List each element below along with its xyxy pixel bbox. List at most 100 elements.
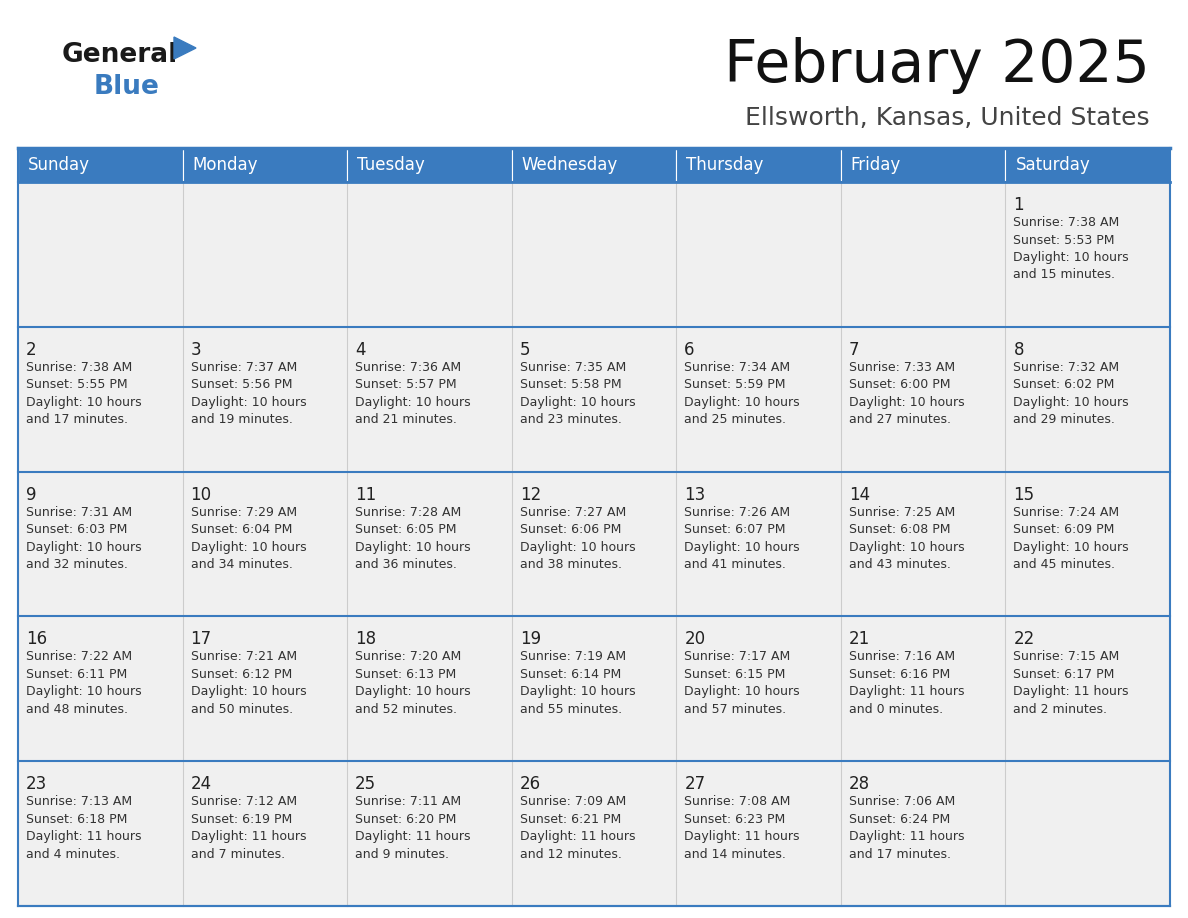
Text: 23: 23 [26, 775, 48, 793]
Text: 25: 25 [355, 775, 377, 793]
Text: and 38 minutes.: and 38 minutes. [519, 558, 621, 571]
Text: Blue: Blue [94, 74, 160, 100]
Text: Daylight: 10 hours: Daylight: 10 hours [26, 396, 141, 409]
Text: and 27 minutes.: and 27 minutes. [849, 413, 950, 426]
Bar [18, 182, 1170, 327]
Text: Sunset: 5:57 PM: Sunset: 5:57 PM [355, 378, 456, 391]
Text: Sunset: 5:58 PM: Sunset: 5:58 PM [519, 378, 621, 391]
Text: 17: 17 [190, 631, 211, 648]
Text: Sunset: 6:04 PM: Sunset: 6:04 PM [190, 523, 292, 536]
Text: 11: 11 [355, 486, 377, 504]
Text: Sunset: 5:55 PM: Sunset: 5:55 PM [26, 378, 127, 391]
Bar [18, 148, 183, 182]
Text: Sunset: 6:19 PM: Sunset: 6:19 PM [190, 812, 292, 825]
Text: and 36 minutes.: and 36 minutes. [355, 558, 457, 571]
Text: Sunset: 6:13 PM: Sunset: 6:13 PM [355, 668, 456, 681]
Text: Sunset: 6:23 PM: Sunset: 6:23 PM [684, 812, 785, 825]
Text: and 45 minutes.: and 45 minutes. [1013, 558, 1116, 571]
Text: and 19 minutes.: and 19 minutes. [190, 413, 292, 426]
Text: Daylight: 10 hours: Daylight: 10 hours [684, 686, 800, 699]
Text: General: General [62, 42, 178, 68]
Text: and 48 minutes.: and 48 minutes. [26, 703, 128, 716]
Text: Daylight: 10 hours: Daylight: 10 hours [519, 686, 636, 699]
Text: Daylight: 10 hours: Daylight: 10 hours [1013, 251, 1129, 264]
Bar [347, 148, 512, 182]
Text: Sunrise: 7:06 AM: Sunrise: 7:06 AM [849, 795, 955, 808]
Text: Daylight: 10 hours: Daylight: 10 hours [1013, 396, 1129, 409]
Text: and 29 minutes.: and 29 minutes. [1013, 413, 1116, 426]
Text: Sunset: 5:59 PM: Sunset: 5:59 PM [684, 378, 785, 391]
Text: Sunset: 6:12 PM: Sunset: 6:12 PM [190, 668, 292, 681]
Text: Sunset: 6:24 PM: Sunset: 6:24 PM [849, 812, 950, 825]
Text: Sunrise: 7:31 AM: Sunrise: 7:31 AM [26, 506, 132, 519]
Text: Sunrise: 7:29 AM: Sunrise: 7:29 AM [190, 506, 297, 519]
Text: and 12 minutes.: and 12 minutes. [519, 847, 621, 861]
Bar [841, 148, 1005, 182]
Text: Sunrise: 7:20 AM: Sunrise: 7:20 AM [355, 650, 461, 664]
Text: and 2 minutes.: and 2 minutes. [1013, 703, 1107, 716]
Text: 15: 15 [1013, 486, 1035, 504]
Text: Sunrise: 7:09 AM: Sunrise: 7:09 AM [519, 795, 626, 808]
Bar [183, 148, 347, 182]
Text: and 4 minutes.: and 4 minutes. [26, 847, 120, 861]
Text: 21: 21 [849, 631, 870, 648]
Text: Tuesday: Tuesday [358, 156, 425, 174]
Text: Daylight: 11 hours: Daylight: 11 hours [684, 830, 800, 844]
Bar [1005, 148, 1170, 182]
Text: Ellsworth, Kansas, United States: Ellsworth, Kansas, United States [745, 106, 1150, 130]
Text: 3: 3 [190, 341, 201, 359]
Text: and 55 minutes.: and 55 minutes. [519, 703, 621, 716]
Text: Sunset: 6:16 PM: Sunset: 6:16 PM [849, 668, 950, 681]
Text: Monday: Monday [192, 156, 258, 174]
Text: Sunset: 6:21 PM: Sunset: 6:21 PM [519, 812, 621, 825]
Text: Daylight: 11 hours: Daylight: 11 hours [26, 830, 141, 844]
Bar [18, 616, 1170, 761]
Text: and 21 minutes.: and 21 minutes. [355, 413, 457, 426]
Text: 19: 19 [519, 631, 541, 648]
Text: Sunrise: 7:33 AM: Sunrise: 7:33 AM [849, 361, 955, 374]
Text: and 14 minutes.: and 14 minutes. [684, 847, 786, 861]
Text: Sunrise: 7:19 AM: Sunrise: 7:19 AM [519, 650, 626, 664]
Bar [18, 761, 1170, 906]
Text: Sunrise: 7:26 AM: Sunrise: 7:26 AM [684, 506, 790, 519]
Text: Sunset: 6:11 PM: Sunset: 6:11 PM [26, 668, 127, 681]
Text: Sunset: 6:20 PM: Sunset: 6:20 PM [355, 812, 456, 825]
Text: Sunrise: 7:35 AM: Sunrise: 7:35 AM [519, 361, 626, 374]
Text: Daylight: 10 hours: Daylight: 10 hours [190, 686, 307, 699]
Text: Sunrise: 7:22 AM: Sunrise: 7:22 AM [26, 650, 132, 664]
Text: 7: 7 [849, 341, 859, 359]
Text: Sunset: 6:09 PM: Sunset: 6:09 PM [1013, 523, 1114, 536]
Text: 5: 5 [519, 341, 530, 359]
Text: Daylight: 10 hours: Daylight: 10 hours [519, 541, 636, 554]
Text: 26: 26 [519, 775, 541, 793]
Text: Sunset: 6:05 PM: Sunset: 6:05 PM [355, 523, 456, 536]
Text: Daylight: 11 hours: Daylight: 11 hours [355, 830, 470, 844]
Text: 12: 12 [519, 486, 541, 504]
Text: Sunset: 6:02 PM: Sunset: 6:02 PM [1013, 378, 1114, 391]
Text: Daylight: 10 hours: Daylight: 10 hours [190, 541, 307, 554]
Text: Daylight: 11 hours: Daylight: 11 hours [519, 830, 636, 844]
Text: Sunrise: 7:15 AM: Sunrise: 7:15 AM [1013, 650, 1119, 664]
Text: and 15 minutes.: and 15 minutes. [1013, 268, 1116, 282]
Text: and 43 minutes.: and 43 minutes. [849, 558, 950, 571]
Text: Sunset: 6:00 PM: Sunset: 6:00 PM [849, 378, 950, 391]
Text: Sunrise: 7:16 AM: Sunrise: 7:16 AM [849, 650, 955, 664]
Text: Daylight: 10 hours: Daylight: 10 hours [355, 541, 470, 554]
Text: Daylight: 10 hours: Daylight: 10 hours [519, 396, 636, 409]
Text: Daylight: 10 hours: Daylight: 10 hours [1013, 541, 1129, 554]
Text: 2: 2 [26, 341, 37, 359]
Bar [512, 148, 676, 182]
Text: Sunrise: 7:37 AM: Sunrise: 7:37 AM [190, 361, 297, 374]
Text: 10: 10 [190, 486, 211, 504]
Text: Sunset: 6:08 PM: Sunset: 6:08 PM [849, 523, 950, 536]
Text: and 17 minutes.: and 17 minutes. [849, 847, 950, 861]
Text: 8: 8 [1013, 341, 1024, 359]
Text: Daylight: 11 hours: Daylight: 11 hours [190, 830, 307, 844]
Text: Sunrise: 7:11 AM: Sunrise: 7:11 AM [355, 795, 461, 808]
Text: Daylight: 10 hours: Daylight: 10 hours [26, 541, 141, 554]
Text: Thursday: Thursday [687, 156, 764, 174]
Text: Sunrise: 7:25 AM: Sunrise: 7:25 AM [849, 506, 955, 519]
Bar [18, 472, 1170, 616]
Text: Daylight: 10 hours: Daylight: 10 hours [355, 686, 470, 699]
Text: and 9 minutes.: and 9 minutes. [355, 847, 449, 861]
